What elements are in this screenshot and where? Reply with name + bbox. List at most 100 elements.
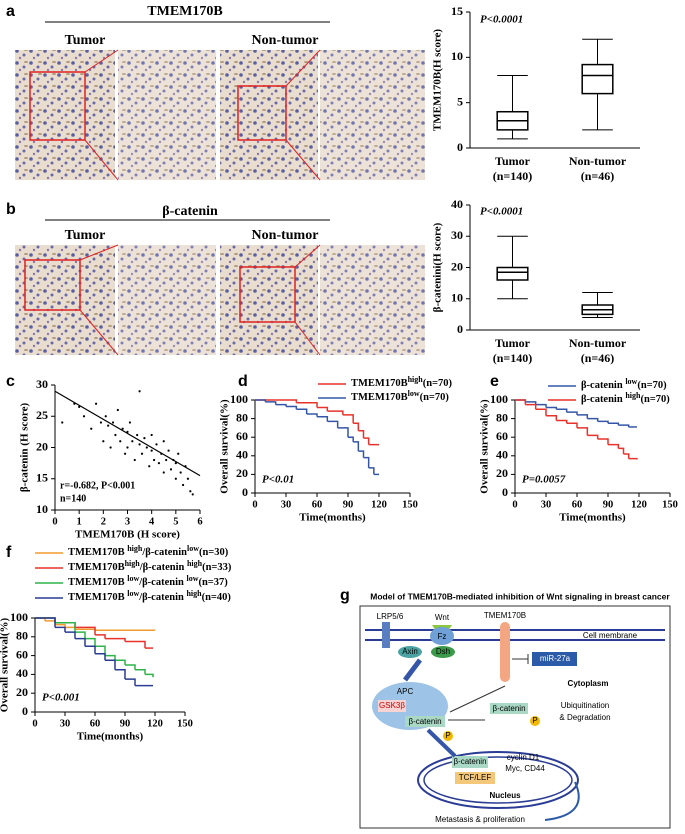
survival-step bbox=[535, 408, 547, 416]
survival-step bbox=[525, 401, 537, 405]
diagram-label: β-catenin bbox=[492, 704, 525, 713]
diagram-label: Wnt bbox=[435, 613, 450, 622]
legend-text: β-catenin bbox=[581, 394, 625, 405]
legend-text: TMEM170B bbox=[68, 562, 125, 573]
x-tick-label: 150 bbox=[177, 718, 193, 729]
point bbox=[107, 424, 110, 427]
x-tick-label: 0 bbox=[252, 499, 257, 510]
survival-step bbox=[368, 467, 375, 475]
x-tick-label: 6 bbox=[197, 516, 202, 527]
legend-text: TMEM170B bbox=[68, 577, 127, 588]
survival-step bbox=[566, 411, 578, 415]
point bbox=[162, 471, 165, 474]
survival-step bbox=[556, 419, 568, 424]
x-tick-label: 150 bbox=[662, 499, 678, 510]
survival-step bbox=[125, 678, 136, 686]
x-tick-label: 90 bbox=[603, 499, 614, 510]
survival-step bbox=[597, 438, 609, 445]
point bbox=[150, 449, 153, 452]
survival-step bbox=[587, 434, 599, 440]
point bbox=[150, 433, 153, 437]
diagram-label: Myc, CD44 bbox=[505, 764, 545, 773]
survival-step bbox=[275, 399, 298, 403]
survival-step bbox=[535, 403, 547, 408]
survival-step bbox=[358, 450, 365, 458]
y-tick-label: 10 bbox=[451, 49, 463, 63]
y-tick-label: 15 bbox=[36, 471, 48, 485]
point bbox=[145, 446, 148, 449]
panel-title: β-catenin bbox=[162, 204, 218, 219]
point bbox=[116, 408, 119, 412]
legend-text: /β-catenin bbox=[141, 547, 187, 558]
survival-step bbox=[327, 420, 339, 428]
y-tick-label: 40 bbox=[236, 448, 248, 462]
survival-step bbox=[546, 415, 558, 421]
survival-step bbox=[115, 668, 126, 680]
panel-title: TMEM170B bbox=[147, 4, 222, 19]
point bbox=[165, 458, 168, 462]
survival-step bbox=[65, 626, 76, 630]
group-label: Non-tumor bbox=[252, 228, 319, 243]
legend-entry: TMEM170Bhigh(n=70) bbox=[351, 375, 453, 390]
legend-text: /β-catenin bbox=[138, 592, 186, 603]
legend-text: /β-catenin bbox=[138, 577, 186, 588]
legend-text: low bbox=[625, 377, 637, 386]
diagram-label: P bbox=[532, 716, 537, 725]
y-tick-label: 40 bbox=[451, 197, 463, 211]
legend-entry: TMEM170Bhigh/β-catenin high(n=33) bbox=[68, 559, 232, 574]
legend-text: high bbox=[127, 544, 143, 553]
x-tick-label: 30 bbox=[60, 718, 71, 729]
survival-step bbox=[358, 429, 365, 439]
legend-text: low bbox=[127, 589, 139, 598]
category-note: (n=46) bbox=[581, 169, 615, 183]
y-tick-label: 60 bbox=[16, 647, 28, 661]
survival-step bbox=[55, 626, 66, 633]
x-tick-label: 2 bbox=[101, 516, 106, 527]
survival-step bbox=[623, 453, 630, 459]
x-tick-label: Tumor bbox=[495, 154, 531, 168]
x-tick-label: 120 bbox=[147, 718, 163, 729]
point bbox=[179, 471, 182, 474]
y-tick-label: 100 bbox=[10, 610, 28, 624]
point bbox=[109, 446, 112, 449]
y-tick-label: 80 bbox=[16, 629, 28, 643]
panel-letter: f bbox=[6, 544, 12, 561]
y-tick-label: 40 bbox=[496, 448, 508, 462]
annotation: P<0.0001 bbox=[480, 14, 523, 26]
point bbox=[90, 427, 93, 430]
y-tick-label: 0 bbox=[457, 322, 463, 336]
category-note: (n=140) bbox=[493, 169, 533, 183]
y-tick-label: 15 bbox=[451, 4, 463, 18]
diagram-label: β-catenin bbox=[408, 717, 441, 726]
y-tick-label: 20 bbox=[16, 685, 28, 699]
point bbox=[155, 443, 158, 446]
survival-step bbox=[75, 637, 86, 647]
y-tick-label: 20 bbox=[236, 466, 248, 480]
diagram-label: Ubiquitination bbox=[561, 701, 609, 710]
point bbox=[143, 437, 146, 440]
point bbox=[104, 415, 107, 418]
point bbox=[111, 421, 115, 424]
survival-step bbox=[353, 441, 360, 452]
legend-text: (n=70) bbox=[420, 392, 450, 403]
y-tick-label: 0 bbox=[502, 485, 508, 499]
y-axis-label: β-catenini(H score) bbox=[432, 222, 444, 312]
diagram-label: & Degradation bbox=[559, 713, 610, 722]
annotation: n=140 bbox=[60, 493, 86, 504]
y-tick-label: 20 bbox=[451, 259, 463, 273]
group-label: Tumor bbox=[65, 228, 106, 243]
point bbox=[186, 477, 190, 480]
legend-text: low bbox=[408, 389, 420, 398]
x-tick-label: 0 bbox=[512, 499, 517, 510]
legend-text: TMEM170B bbox=[351, 392, 408, 403]
legend-entry: β-catenin high(n=70) bbox=[581, 391, 670, 406]
x-tick-label: 120 bbox=[371, 499, 387, 510]
legend-text: (n=30) bbox=[199, 547, 229, 558]
survival-step bbox=[115, 659, 126, 665]
x-tick-label: 60 bbox=[572, 499, 583, 510]
legend-text: β-catenin bbox=[581, 380, 625, 391]
legend-entry: β-catenin low(n=70) bbox=[581, 377, 667, 392]
diagram-label: β-catenin bbox=[453, 757, 486, 766]
point bbox=[157, 462, 161, 465]
point bbox=[99, 421, 103, 424]
